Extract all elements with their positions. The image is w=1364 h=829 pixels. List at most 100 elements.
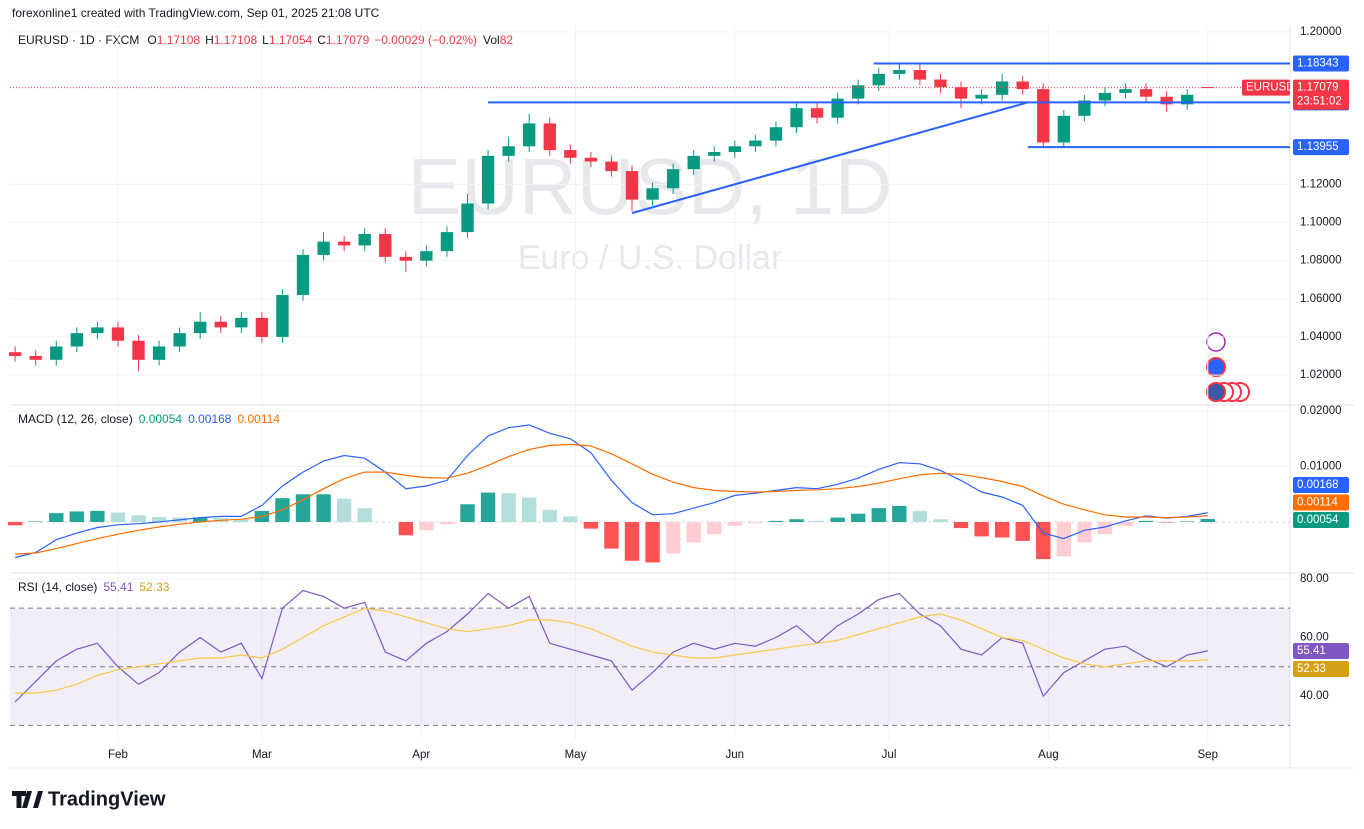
histogram-bar xyxy=(357,508,372,522)
histogram-bar xyxy=(316,494,331,522)
y-tick-label: 1.08000 xyxy=(1300,255,1342,267)
axis-value-badge: 52.33 xyxy=(1297,663,1326,675)
icon[interactable] xyxy=(1206,332,1226,352)
histogram-bar xyxy=(1097,521,1113,535)
histogram-bar xyxy=(830,517,845,522)
logo-mark xyxy=(12,791,43,808)
axis-value-badge-bg xyxy=(1293,477,1349,493)
histogram-bar xyxy=(583,521,599,529)
histogram-bar xyxy=(871,508,886,522)
indicator-value: 0.00168 xyxy=(188,412,232,426)
histogram-bar xyxy=(439,521,455,525)
candle-body xyxy=(995,81,1009,95)
histogram-bar xyxy=(336,498,352,522)
candle-body xyxy=(111,327,125,341)
candle-body xyxy=(8,352,22,357)
candle-body xyxy=(440,232,454,252)
candle-body xyxy=(194,321,207,334)
candle-body xyxy=(296,254,310,295)
candle-body xyxy=(276,294,289,337)
axis-value-badge: 55.41 xyxy=(1297,645,1326,657)
candle-body xyxy=(1037,89,1050,143)
x-tick-label: Feb xyxy=(108,749,128,761)
histogram-bar xyxy=(604,521,619,549)
histogram-bar xyxy=(645,521,660,563)
histogram-bar xyxy=(809,520,825,522)
candle-body xyxy=(666,169,680,189)
level-label: 1.13955 xyxy=(1297,141,1339,153)
candle-body xyxy=(790,108,803,128)
x-tick-label: Jul xyxy=(882,749,897,761)
y-tick-label: 1.06000 xyxy=(1300,293,1342,305)
histogram-bar xyxy=(1015,521,1030,541)
icons xyxy=(1206,332,1250,402)
axis-value-badge-bg xyxy=(1293,661,1349,677)
histogram-bar xyxy=(1077,521,1092,543)
indicator-legend: RSI (14, close) 55.41 52.33 xyxy=(18,580,170,594)
candle-body xyxy=(954,87,968,99)
indicator-line xyxy=(14,589,1208,703)
icon[interactable] xyxy=(1206,382,1226,402)
countdown: 23:51:02 xyxy=(1297,96,1342,108)
histogram-bar xyxy=(193,517,208,522)
ohlc-value: 1.17079 xyxy=(326,33,370,47)
indicator-title: RSI (14, close) xyxy=(18,580,97,594)
histogram-bar xyxy=(90,510,105,522)
ohlc-label: L xyxy=(262,33,269,47)
candle-body xyxy=(50,346,63,360)
ohlc-value: 1.17108 xyxy=(157,33,201,47)
histogram-bar xyxy=(501,493,516,522)
candle-body xyxy=(625,171,639,200)
axis-value-badge: 0.00114 xyxy=(1297,497,1338,509)
x-tick-label: May xyxy=(565,749,587,761)
histogram-bar xyxy=(234,519,249,522)
indicator-title: MACD (12, 26, close) xyxy=(18,412,133,426)
histogram-bar xyxy=(789,519,804,522)
candle-body xyxy=(461,203,474,233)
histogram-bar xyxy=(151,517,167,522)
histogram-bar xyxy=(1118,521,1133,526)
candle-body xyxy=(399,256,412,261)
candle-body xyxy=(934,79,947,88)
y-tick-label: 80.00 xyxy=(1300,573,1329,585)
candle-body xyxy=(358,233,371,246)
indicator-line xyxy=(15,607,1208,694)
candle-body xyxy=(831,98,844,118)
y-tick-label: 1.12000 xyxy=(1300,178,1342,190)
x-tick-label: Aug xyxy=(1038,749,1058,761)
icon[interactable] xyxy=(1206,357,1226,377)
symbol-legend: EURUSD · 1D · FXCM O1.17108 H1.17108 L1.170… xyxy=(18,33,513,47)
indicator-line xyxy=(14,424,1208,559)
candle-body xyxy=(605,161,618,172)
last-price: 1.17079 xyxy=(1297,82,1339,94)
last-symbol-bg xyxy=(1242,79,1290,96)
y-tick-label: 40.00 xyxy=(1300,690,1329,702)
histogram-bar xyxy=(563,516,578,522)
histogram-bar xyxy=(1159,521,1174,523)
y-tick-label: 1.02000 xyxy=(1300,369,1342,381)
footer-logo: TradingView xyxy=(12,788,166,810)
candle-body xyxy=(255,317,269,337)
brand: TradingView xyxy=(48,788,166,810)
histogram-bar xyxy=(28,521,43,522)
symbol: EURUSD · 1D · FXCM xyxy=(18,33,139,47)
histogram-bar xyxy=(727,521,743,526)
histogram-bar xyxy=(912,510,928,522)
credit: forexonline1 created with TradingView.co… xyxy=(12,6,380,20)
indicator-legend: MACD (12, 26, close) 0.00054 0.00168 0.0011… xyxy=(18,412,280,426)
candle-body xyxy=(646,188,659,200)
candle-body xyxy=(1139,89,1153,97)
candle-body xyxy=(975,94,988,99)
histogram-bar xyxy=(953,521,969,529)
histogram-bar xyxy=(69,511,85,522)
last-price-bg xyxy=(1293,79,1349,110)
candle-body xyxy=(214,321,227,328)
indicator-value: 55.41 xyxy=(103,580,133,594)
candle-body xyxy=(687,155,700,170)
y-tick-label: 1.10000 xyxy=(1300,217,1342,229)
watermark-title: EURUSD, 1D xyxy=(408,142,893,231)
candle-body xyxy=(749,140,762,147)
histogram-bar xyxy=(460,504,475,522)
candle-body xyxy=(769,127,783,141)
